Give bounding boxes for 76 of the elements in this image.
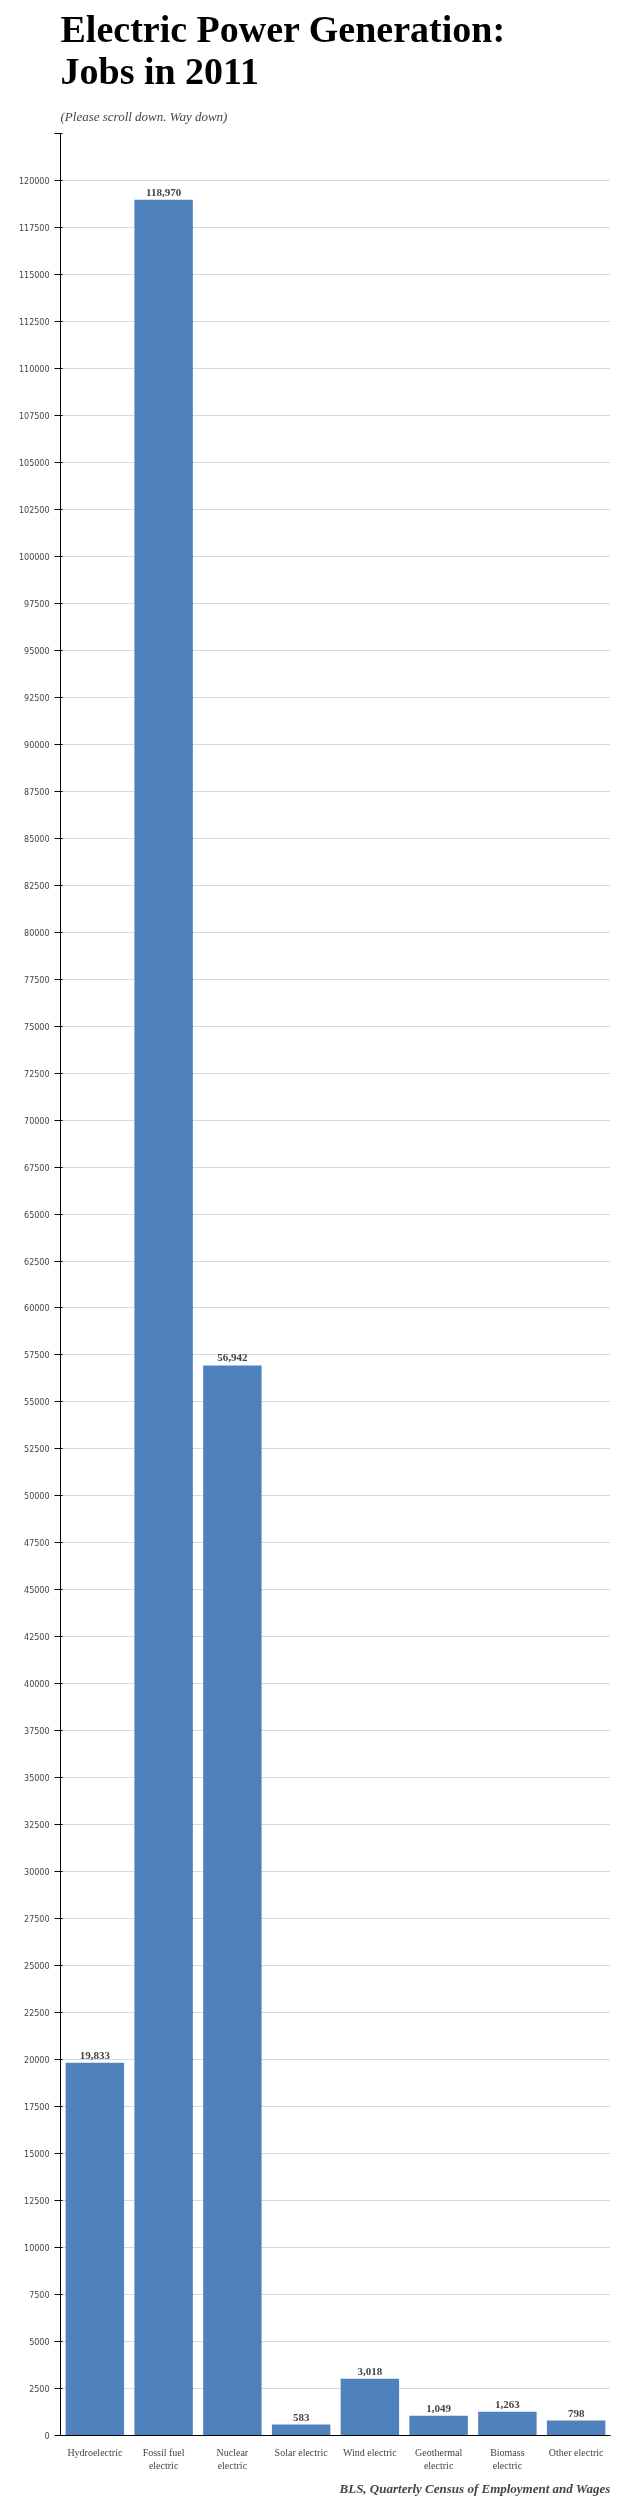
bar: [271, 2424, 331, 2436]
y-tick-label: 52500: [24, 1445, 50, 1455]
y-tick-label: 97500: [24, 599, 50, 609]
data-label: 1,263: [495, 2397, 521, 2410]
y-tick-label: 95000: [24, 646, 50, 656]
y-tick-label: 105000: [18, 458, 50, 468]
chart-subtitle: (Please scroll down. Way down): [60, 108, 228, 124]
bar: [478, 2411, 537, 2436]
bar: [134, 199, 193, 2436]
y-tick-label: 87500: [24, 787, 50, 797]
y-tick-label: 117500: [18, 223, 50, 233]
x-tick-label: Geothermal electric: [415, 2446, 463, 2471]
y-tick-label: 22500: [24, 2009, 50, 2019]
y-tick-label: 0: [44, 2432, 50, 2441]
y-tick-label: 42500: [24, 1633, 50, 1643]
x-tick-label: Solar electric: [274, 2446, 329, 2458]
y-tick-label: 12500: [24, 2197, 50, 2207]
y-tick-label: 90000: [24, 740, 50, 750]
y-tick-label: 40000: [24, 1680, 50, 1690]
y-tick-label: 47500: [24, 1539, 50, 1549]
bar: [340, 2378, 400, 2436]
y-tick-label: 115000: [18, 270, 50, 280]
y-tick-label: 107500: [18, 411, 50, 421]
y-tick-label: 67500: [24, 1163, 50, 1173]
y-tick-label: 65000: [24, 1210, 50, 1220]
chart-title: Electric Power Generation: Jobs in 2011: [60, 7, 506, 92]
y-tick-label: 70000: [24, 1116, 50, 1126]
y-tick-label: 85000: [24, 834, 50, 844]
y-tick-label: 72500: [24, 1069, 50, 1079]
y-tick-label: 62500: [24, 1257, 50, 1267]
y-tick-label: 100000: [18, 552, 50, 562]
y-tick-label: 5000: [29, 2338, 50, 2348]
data-label: 56,942: [217, 1351, 248, 1364]
bar: [203, 1365, 262, 2436]
x-tick-label: Nuclear electric: [216, 2446, 249, 2471]
y-tick-label: 55000: [24, 1398, 50, 1408]
data-label: 3,018: [357, 2364, 383, 2377]
y-tick-label: 17500: [24, 2103, 50, 2113]
bar: [409, 2415, 468, 2436]
bar: [65, 2062, 125, 2436]
y-tick-label: 77500: [24, 975, 50, 985]
y-tick-label: 102500: [18, 505, 50, 515]
x-tick-label: Other electric: [548, 2446, 605, 2458]
data-label: 118,970: [146, 185, 182, 198]
y-tick-label: 112500: [18, 317, 50, 327]
data-label: 19,833: [79, 2048, 111, 2061]
y-tick-label: 50000: [24, 1492, 50, 1502]
y-tick-label: 7500: [29, 2291, 50, 2301]
y-tick-label: 15000: [24, 2150, 50, 2160]
y-tick-label: 35000: [24, 1774, 50, 1784]
bar: [546, 2420, 606, 2436]
y-tick-label: 45000: [24, 1586, 50, 1596]
y-tick-label: 27500: [24, 1915, 50, 1925]
y-tick-label: 10000: [24, 2244, 50, 2254]
y-tick-label: 60000: [24, 1304, 50, 1314]
text: BLS, Quarterly Census of Employment and Wages: [338, 2480, 611, 2496]
y-tick-label: 92500: [24, 693, 50, 703]
y-tick-label: 30000: [24, 1868, 50, 1878]
y-tick-label: 110000: [18, 364, 50, 374]
y-tick-label: 20000: [24, 2056, 50, 2066]
y-tick-label: 25000: [24, 1962, 50, 1972]
x-tick-label: Hydroelectric: [67, 2446, 123, 2458]
y-tick-label: 57500: [24, 1351, 50, 1361]
y-tick-label: 2500: [29, 2385, 50, 2395]
data-label: 798: [567, 2406, 585, 2419]
y-tick-label: 75000: [24, 1022, 50, 1032]
x-tick-label: Fossil fuel electric: [142, 2446, 185, 2471]
data-label: 583: [292, 2410, 310, 2423]
x-tick-label: Biomass electric: [490, 2446, 525, 2471]
y-tick-label: 80000: [24, 928, 50, 938]
y-tick-label: 82500: [24, 881, 50, 891]
y-tick-label: 37500: [24, 1727, 50, 1737]
y-tick-label: 32500: [24, 1821, 50, 1831]
x-tick-label: Wind electric: [343, 2446, 398, 2458]
data-label: 1,049: [426, 2401, 452, 2414]
y-tick-label: 120000: [18, 176, 50, 186]
